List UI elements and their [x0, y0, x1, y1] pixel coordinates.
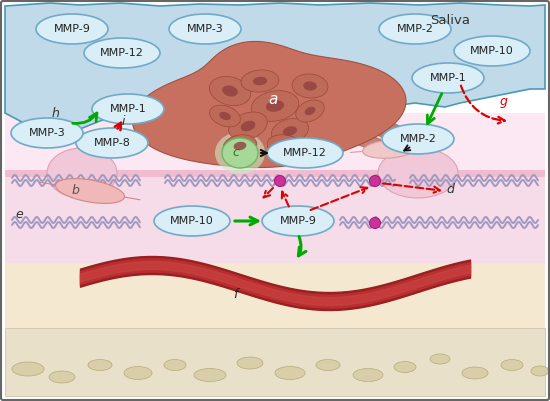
Text: f: f [233, 288, 237, 301]
Ellipse shape [241, 121, 255, 131]
Ellipse shape [11, 118, 83, 148]
Ellipse shape [378, 148, 458, 198]
Ellipse shape [210, 77, 251, 105]
Text: Saliva: Saliva [430, 14, 470, 28]
Ellipse shape [229, 112, 267, 140]
Ellipse shape [382, 124, 454, 154]
Ellipse shape [251, 91, 299, 122]
Text: a: a [268, 92, 278, 107]
Text: MMP-12: MMP-12 [100, 48, 144, 58]
Bar [5, 263, 545, 328]
Text: MMP-1: MMP-1 [109, 104, 146, 114]
Ellipse shape [316, 360, 340, 371]
Ellipse shape [379, 14, 451, 44]
Ellipse shape [267, 138, 343, 168]
Text: b: b [71, 184, 79, 198]
Ellipse shape [12, 362, 44, 376]
Ellipse shape [296, 100, 324, 122]
Text: MMP-9: MMP-9 [279, 216, 316, 226]
Ellipse shape [462, 367, 488, 379]
Ellipse shape [219, 112, 231, 120]
Ellipse shape [412, 63, 484, 93]
Bar [5, 328, 545, 396]
Bar [5, 173, 545, 263]
Text: e: e [15, 208, 23, 221]
Ellipse shape [88, 360, 112, 371]
FancyArrowPatch shape [261, 150, 267, 156]
Text: MMP-3: MMP-3 [29, 128, 65, 138]
Ellipse shape [241, 70, 279, 92]
Ellipse shape [353, 369, 383, 381]
Text: MMP-10: MMP-10 [170, 216, 214, 226]
FancyArrowPatch shape [282, 192, 289, 207]
Text: i: i [122, 115, 125, 128]
Ellipse shape [454, 36, 530, 66]
Ellipse shape [253, 77, 267, 85]
FancyArrowPatch shape [461, 86, 505, 124]
Circle shape [370, 176, 381, 186]
FancyArrowPatch shape [299, 237, 306, 256]
Ellipse shape [222, 138, 258, 168]
Text: d: d [446, 183, 454, 196]
Ellipse shape [278, 142, 292, 150]
Ellipse shape [169, 14, 241, 44]
Text: c: c [233, 146, 239, 160]
Ellipse shape [305, 107, 315, 115]
Ellipse shape [430, 354, 450, 364]
Text: MMP-2: MMP-2 [399, 134, 437, 144]
Ellipse shape [56, 178, 124, 203]
Ellipse shape [266, 100, 284, 112]
FancyArrowPatch shape [311, 187, 367, 210]
Ellipse shape [262, 206, 334, 236]
Text: MMP-3: MMP-3 [186, 24, 223, 34]
FancyArrowPatch shape [263, 188, 273, 197]
Ellipse shape [76, 128, 148, 158]
Ellipse shape [49, 371, 75, 383]
Ellipse shape [223, 135, 257, 157]
Ellipse shape [283, 126, 297, 136]
Ellipse shape [194, 369, 226, 381]
FancyArrowPatch shape [73, 113, 97, 124]
Text: MMP-12: MMP-12 [283, 148, 327, 158]
Ellipse shape [124, 367, 152, 379]
Ellipse shape [84, 38, 160, 68]
Ellipse shape [36, 14, 108, 44]
Ellipse shape [292, 74, 328, 98]
Bar [5, 170, 545, 177]
Ellipse shape [501, 360, 523, 371]
Bar [5, 113, 545, 173]
Text: MMP-1: MMP-1 [430, 73, 466, 83]
Ellipse shape [267, 135, 303, 157]
Ellipse shape [531, 366, 549, 376]
Ellipse shape [362, 140, 417, 158]
Text: g: g [500, 95, 508, 108]
FancyArrowPatch shape [115, 123, 121, 130]
Ellipse shape [271, 118, 309, 144]
Ellipse shape [154, 206, 230, 236]
Text: MMP-10: MMP-10 [470, 46, 514, 56]
Polygon shape [5, 3, 545, 131]
Ellipse shape [234, 142, 246, 150]
Text: MMP-9: MMP-9 [53, 24, 90, 34]
Polygon shape [133, 41, 406, 168]
Ellipse shape [222, 85, 238, 97]
Text: h: h [52, 107, 60, 120]
Ellipse shape [237, 357, 263, 369]
Ellipse shape [164, 360, 186, 371]
Ellipse shape [394, 361, 416, 373]
FancyArrowPatch shape [427, 93, 442, 124]
Circle shape [274, 176, 285, 186]
Ellipse shape [215, 132, 265, 174]
FancyArrowPatch shape [383, 183, 440, 192]
Ellipse shape [303, 81, 317, 91]
Ellipse shape [47, 148, 117, 198]
FancyArrowPatch shape [404, 146, 410, 151]
Text: MMP-2: MMP-2 [397, 24, 433, 34]
Ellipse shape [275, 367, 305, 379]
Text: MMP-8: MMP-8 [94, 138, 130, 148]
Ellipse shape [210, 105, 240, 127]
Circle shape [370, 217, 381, 229]
FancyArrowPatch shape [235, 217, 258, 225]
Ellipse shape [92, 94, 164, 124]
